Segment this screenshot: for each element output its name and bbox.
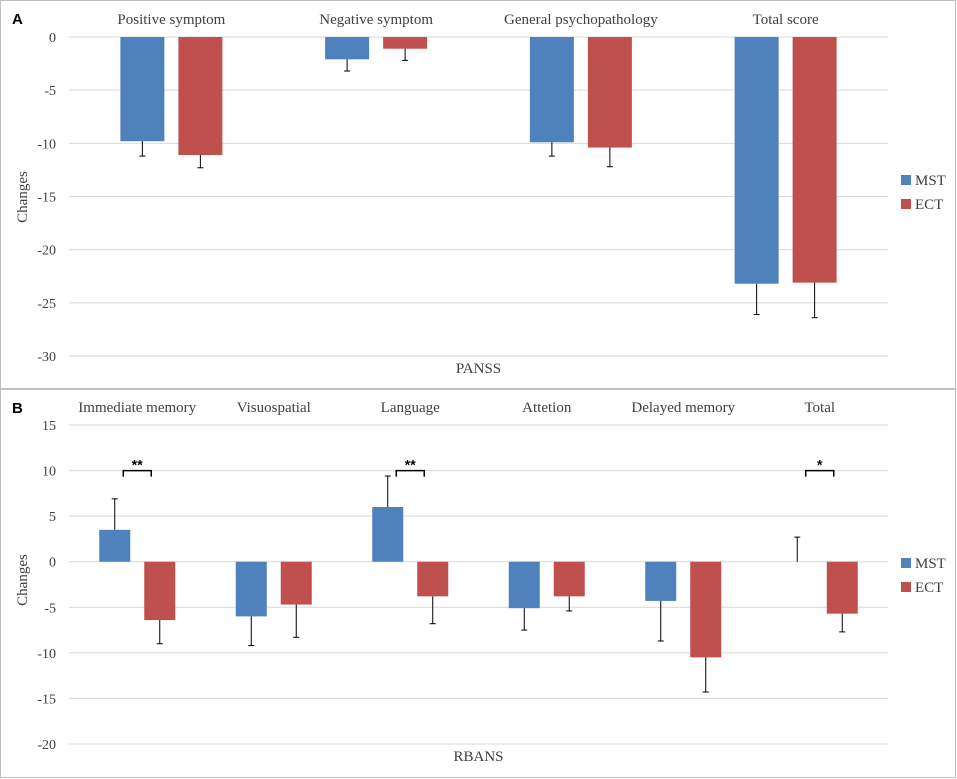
panel-a-legend-label-mst: MST	[915, 173, 946, 189]
panel-b-category-label: Immediate memory	[78, 400, 196, 416]
panel-b-category-label: Attetion	[522, 400, 572, 416]
panel-a-svg: A 0 -5 -10 -15 -20 -25 -30 Changes PANSS Positive…	[1, 1, 957, 390]
panel-b-category-label: Visuospatial	[237, 400, 311, 416]
panel-b-bar-ect	[281, 562, 312, 605]
panel-a-y-tick-label: -20	[37, 244, 56, 259]
panel-a-bar-ect	[793, 37, 837, 283]
panel-b-y-tick-label: -5	[44, 601, 56, 616]
panel-b-y-tick-label: -15	[37, 692, 56, 707]
panel-b-rbans-chart: B 15 10 5 0 -5 -10 -15 -20 Changes RBANS Immediate…	[0, 389, 956, 778]
panel-a-y-axis-label: Changes	[15, 171, 31, 223]
panel-b-label: B	[12, 400, 23, 417]
panel-b-bar-mst	[645, 562, 676, 601]
panel-b-legend-label-ect: ECT	[915, 580, 943, 596]
panel-a-y-tick-label: -15	[37, 191, 56, 206]
panel-a-y-tick-label: -25	[37, 297, 56, 312]
panel-a-bar-mst	[325, 37, 369, 59]
panel-b-significance-marker: *	[817, 457, 823, 473]
panel-b-svg: B 15 10 5 0 -5 -10 -15 -20 Changes RBANS Immediate…	[1, 390, 957, 779]
panel-a-panss-chart: A 0 -5 -10 -15 -20 -25 -30 Changes PANSS Positive…	[0, 0, 956, 389]
panel-a-bar-mst	[530, 37, 574, 142]
panel-a-y-tick-label: -5	[44, 84, 56, 99]
panel-a-bar-ect	[178, 37, 222, 155]
panel-b-bar-ect	[144, 562, 175, 620]
panel-b-y-tick-label: 5	[49, 510, 56, 525]
panel-b-bar-ect	[554, 562, 585, 597]
panel-a-y-tick-label: -30	[37, 350, 56, 365]
panel-a-bar-mst	[735, 37, 779, 284]
panel-a-y-tick-label: 0	[49, 31, 56, 46]
panel-b-category-label: Language	[381, 400, 440, 416]
panel-b-bar-mst	[99, 530, 130, 562]
panel-b-bar-ect	[690, 562, 721, 658]
panel-b-y-tick-label: 10	[42, 465, 56, 480]
panel-b-legend-swatch-mst	[901, 558, 911, 568]
panel-b-bar-ect	[827, 562, 858, 614]
panel-b-y-tick-label: -20	[37, 738, 56, 753]
panel-b-x-axis-label: RBANS	[453, 749, 503, 765]
panel-b-bar-mst	[509, 562, 540, 608]
panel-a-category-label: General psychopathology	[504, 12, 658, 28]
panel-a-legend-swatch-ect	[901, 199, 911, 209]
panel-b-legend-swatch-ect	[901, 582, 911, 592]
panel-b-significance-marker: **	[132, 457, 143, 473]
panel-b-y-tick-label: 0	[49, 556, 56, 571]
panel-a-bar-mst	[120, 37, 164, 141]
panel-a-category-label: Negative symptom	[319, 12, 433, 28]
panel-b-bar-mst	[236, 562, 267, 617]
panel-b-significance-marker: **	[405, 457, 416, 473]
panel-b-y-tick-label: 15	[42, 419, 56, 434]
panel-b-bar-ect	[417, 562, 448, 597]
panel-a-bar-ect	[383, 37, 427, 49]
panel-b-y-axis-label: Changes	[15, 554, 31, 606]
panel-a-category-label: Positive symptom	[117, 12, 225, 28]
panel-a-y-tick-label: -10	[37, 137, 56, 152]
panel-a-x-axis-label: PANSS	[456, 361, 501, 377]
panel-a-legend-swatch-mst	[901, 175, 911, 185]
panel-b-y-tick-label: -10	[37, 647, 56, 662]
panel-b-legend-label-mst: MST	[915, 556, 946, 572]
panel-b-bar-mst	[372, 507, 403, 562]
panel-a-bar-ect	[588, 37, 632, 148]
panel-a-category-label: Total score	[753, 12, 819, 28]
panel-b-category-label: Total	[804, 400, 835, 416]
panel-b-category-label: Delayed memory	[631, 400, 735, 416]
panel-a-legend-label-ect: ECT	[915, 197, 943, 213]
panel-a-label: A	[12, 11, 23, 28]
